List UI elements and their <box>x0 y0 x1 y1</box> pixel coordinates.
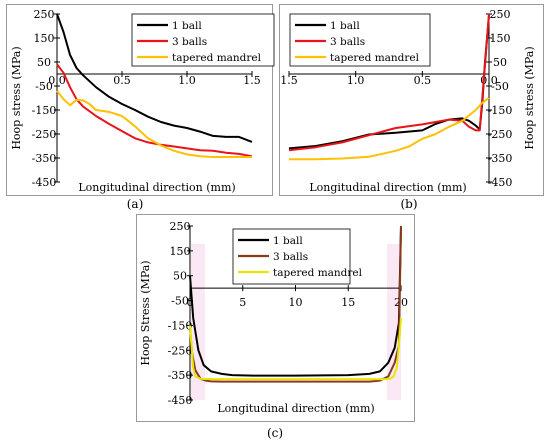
y-tick-label: 50 <box>173 270 187 283</box>
y-tick-label: -50 <box>491 80 509 93</box>
y-tick-label: -50 <box>171 295 189 308</box>
panel-label: (b) <box>400 197 417 211</box>
y-axis-title: Hoop stress (MPa) <box>10 46 23 149</box>
x-axis-title: Longitudinal direction (mm) <box>78 181 235 194</box>
legend-label: tapered mandrel <box>172 52 262 64</box>
y-tick-label: 150 <box>490 32 511 45</box>
y-tick-label: 50 <box>493 56 507 69</box>
y-tick-label: 150 <box>34 32 55 45</box>
x-tick-label: 15 <box>341 296 355 309</box>
x-tick-label: 0.5 <box>113 74 131 87</box>
x-tick-label: 0.5 <box>414 74 432 87</box>
y-tick-label: -150 <box>32 104 57 117</box>
y-tick-label: -450 <box>488 176 513 189</box>
y-tick-label: 50 <box>37 56 51 69</box>
x-tick-label: 1.5 <box>243 74 261 87</box>
panel-label: (a) <box>127 197 144 211</box>
x-axis-title: Longitudinal direction (mm) <box>309 181 466 194</box>
y-tick-label: 250 <box>34 8 55 21</box>
x-tick-label: 1.5 <box>280 74 298 87</box>
y-tick-label: -250 <box>32 128 57 141</box>
x-tick-label: 10 <box>289 296 303 309</box>
y-tick-label: -450 <box>168 394 193 407</box>
x-tick-label: 20 <box>394 296 408 309</box>
series-line-3-balls <box>288 13 490 152</box>
x-tick-label: 0 <box>187 296 194 309</box>
chart-panel-a: 250 150 50 -50 -150 -250 -350 -450 0.0 0.5 1.0 1.5 1… <box>10 8 275 194</box>
legend-label: tapered mandrel <box>330 52 420 64</box>
y-tick-label: 250 <box>490 8 511 21</box>
y-tick-label: -150 <box>168 319 193 332</box>
legend-label: 1 ball <box>273 235 303 247</box>
y-tick-label: -50 <box>35 80 53 93</box>
chart-panel-c: 250 150 50 -50 -150 -250 -350 -450 0 5 10 15 20 1 bal… <box>139 220 408 415</box>
x-axis-title: Longitudinal direction (mm) <box>217 402 374 415</box>
y-tick-label: -450 <box>32 176 57 189</box>
y-tick-label: 250 <box>170 220 191 233</box>
series-line-3-balls <box>56 63 253 158</box>
legend-label: 1 ball <box>172 20 202 32</box>
y-tick-label: -150 <box>488 104 513 117</box>
panel-label: (c) <box>267 426 283 440</box>
y-axis-title: Hoop Stress (MPa) <box>139 260 152 365</box>
y-axis-title: Hoop stress (MPa) <box>523 46 536 149</box>
series-line-1-ball <box>56 13 253 143</box>
series-line-tapered-mandrel <box>289 97 490 161</box>
legend-label: tapered mandrel <box>273 267 363 279</box>
legend-label: 1 ball <box>330 20 360 32</box>
series-line-tapered-mandrel <box>189 317 402 381</box>
x-tick-label: 0.0 <box>48 74 66 87</box>
x-tick-label: 1.0 <box>178 74 196 87</box>
x-tick-label: 5 <box>239 296 246 309</box>
y-tick-label: -250 <box>168 344 193 357</box>
legend-label: 3 balls <box>330 36 365 48</box>
x-tick-label: 1.0 <box>347 74 365 87</box>
y-tick-label: -250 <box>488 128 513 141</box>
legend-label: 3 balls <box>273 251 308 263</box>
y-tick-label: 150 <box>170 245 191 258</box>
y-tick-label: -350 <box>168 369 193 382</box>
legend-label: 3 balls <box>172 36 207 48</box>
series-line-tapered-mandrel <box>56 90 252 158</box>
y-tick-label: -350 <box>32 152 57 165</box>
series-line-3-balls <box>189 225 402 383</box>
y-tick-label: -350 <box>488 152 513 165</box>
series-line-1-ball <box>189 225 402 377</box>
